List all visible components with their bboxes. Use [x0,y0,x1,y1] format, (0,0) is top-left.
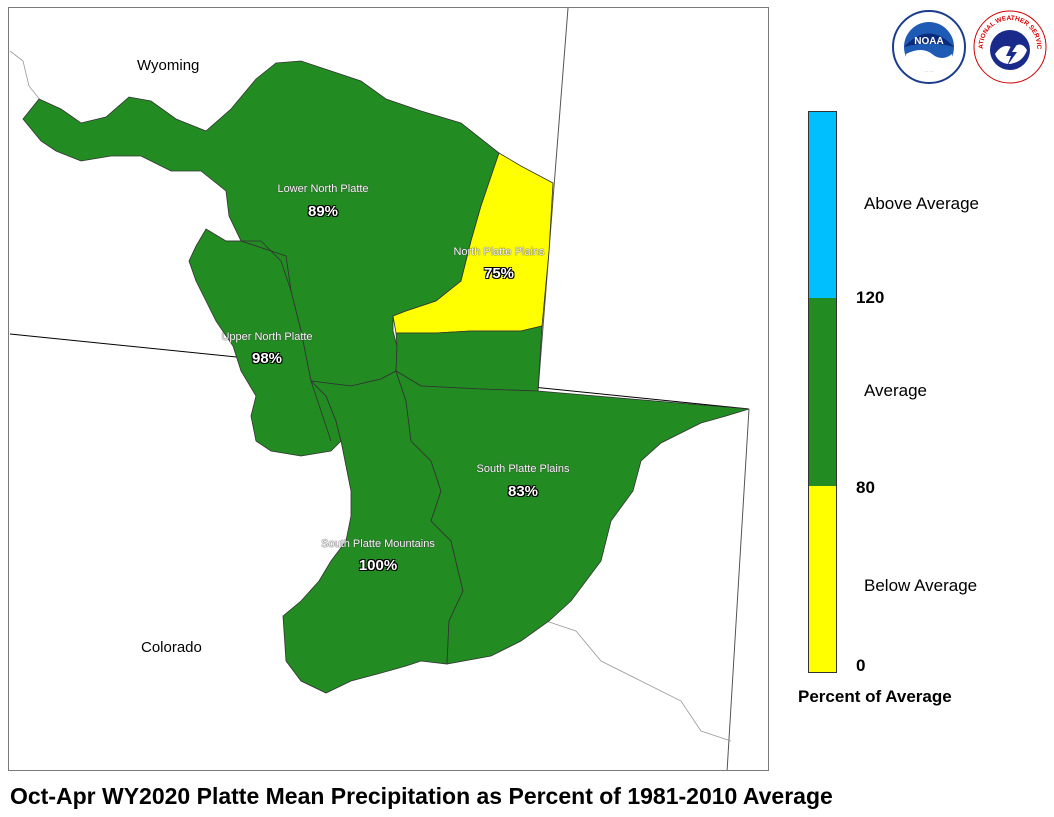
legend-swatch-average [809,298,836,486]
legend-title: Percent of Average [798,687,952,706]
legend-swatch-above-average [809,112,836,298]
basin-map [9,8,750,770]
wyoming-nebraska-border [537,8,569,392]
noaa-logo-text: NOAA [914,36,943,47]
basin-lower-north-platte-east[interactable] [395,325,543,392]
basin-percent-label: 75% [483,265,515,282]
basin-percent-label: 98% [251,350,283,367]
state-label-colorado: Colorado [141,639,202,656]
basin-upper-north-platte[interactable] [188,228,342,457]
legend-label-average: Average [864,381,928,400]
basin-name-label: South Platte Mountains [321,538,435,550]
map-caption: Oct-Apr WY2020 Platte Mean Precipitation… [10,783,833,809]
legend-swatch-below-average [809,486,836,672]
basin-percent-label: 100% [358,557,398,574]
basin-name-label: South Platte Plains [476,463,570,475]
legend-tick-0: 0 [856,656,866,675]
state-label-wyoming: Wyoming [137,57,200,74]
outline-line [545,620,732,742]
colorado-nebraska-border [726,408,750,770]
basin-name-label: North Platte Plains [453,246,545,258]
outline-line [9,50,42,102]
basin-name-label: Lower North Platte [277,183,369,195]
legend-label-above-average: Above Average [864,194,979,213]
basin-percent-label: 89% [307,203,339,220]
legend-tick-80: 80 [856,478,875,497]
legend-label-below-average: Below Average [864,576,978,595]
basin-divide-line [226,240,292,292]
basin-divide-line [310,380,332,442]
noaa-logo-icon: NOAA [892,10,966,84]
map-panel: Wyoming Colorado Lower North Platte 89% … [8,7,769,771]
basin-percent-label: 83% [507,483,539,500]
basin-south-platte-plains[interactable] [395,370,750,665]
legend-color-bar [808,111,837,673]
legend-tick-120: 120 [856,288,885,307]
nws-logo-icon: NATIONAL WEATHER SERVICE [971,5,1047,84]
basin-name-label: Upper North Platte [221,331,313,343]
